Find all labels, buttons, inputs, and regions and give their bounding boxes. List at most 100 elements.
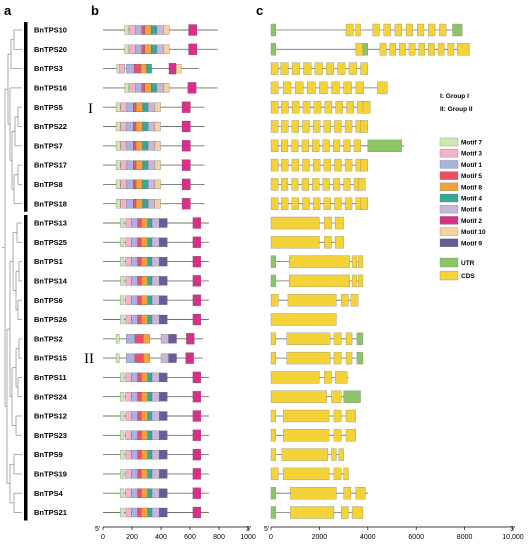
motif-8-box [143,353,150,363]
structure-legend-swatch [439,270,459,281]
motif-9-box [168,353,177,363]
motif-5-box [134,353,144,363]
motif-7-box [124,25,129,35]
cds-box [399,43,406,56]
motif-3-box [125,469,132,479]
motif-6-box [151,469,161,479]
cds-box [282,467,330,481]
cds-box [270,332,276,345]
motif-axis-tick-label: 400 [155,534,167,541]
cds-box [291,62,300,75]
cds-box [405,23,413,37]
motif-2-box [192,294,201,306]
panel-label-a: a [4,3,12,18]
gene-label: BnTPS17 [34,161,67,170]
cds-box [344,158,353,172]
cds-box [323,120,331,133]
utr-box [356,351,364,365]
motif-2-box [192,448,201,461]
motif-2-box [185,352,194,364]
cds-box [333,429,342,442]
motif-legend-swatch [439,205,459,214]
motif-legend-label: Motif 10 [461,229,486,236]
gene-label: BnTPS10 [34,26,67,35]
motif-3-box [125,392,132,402]
motif-legend-swatch [439,227,459,236]
motif-6-box [151,218,161,228]
cds-box [362,101,371,114]
motif-7-box [115,160,121,170]
motif-7-box [115,102,121,112]
motif-10-box [154,199,161,209]
cds-box [351,274,358,288]
cds-box [377,81,388,95]
gene-axis-tick-label: 8000 [457,534,473,541]
motif-2-box [188,24,198,36]
cds-box [270,294,279,307]
cds-box [280,62,289,75]
motif-axis-end: 3' [246,526,251,533]
motif-2-box [192,468,201,480]
cds-box [355,487,366,500]
motif-2-box [188,43,198,55]
cds-box [372,23,380,37]
cds-box [290,506,335,519]
group-numeral-II: II [84,351,94,367]
motif-3-box [125,449,132,460]
gene-label: BnTPS3 [34,64,63,73]
cds-box [312,158,321,172]
gene-label: BnTPS18 [34,199,67,208]
motif-6-box [151,449,161,460]
motif-7-box [120,507,125,518]
group-numeral-I: I [88,101,93,117]
cds-box [324,236,332,249]
cds-box [270,139,279,152]
cds-box [281,101,289,114]
motif-legend-label: Motif 2 [461,218,482,225]
motif-4-box [151,44,157,54]
motif-7-box [120,276,125,286]
motif-10-box [163,44,170,54]
motif-2-box [192,313,201,326]
cds-box [345,409,356,423]
motif-8-box [144,44,152,54]
motif-2-box [181,159,191,171]
motif-4-box [142,179,149,190]
motif-6-box [151,237,161,247]
cds-box [270,390,327,403]
cds-box [270,62,279,75]
motif-legend: Motif 7 Motif 3 Motif 1 Motif 5 Motif 8 Motif… [439,137,486,247]
motif-9-box [159,295,168,305]
gene-label: BnTPS5 [34,103,63,112]
gene-label: BnTPS23 [34,431,67,440]
motif-6-box [151,411,161,421]
structure-legend-swatch [439,257,459,268]
gene-label: BnTPS26 [34,315,67,324]
motif-9-box [159,411,168,421]
cds-box [439,23,447,37]
cds-box [333,351,342,365]
cds-box [355,43,364,56]
cds-box [295,81,304,95]
motif-axis-start: 5' [95,526,100,533]
motif-2-box [192,391,201,403]
motif-9-box [159,449,168,460]
gene-label: BnTPS22 [34,122,67,131]
gene-axis-tick-label: 2000 [312,534,328,541]
motif-axis: 5' 3' 0 200 400 600 800 1000 [95,526,256,541]
motif-7-box [120,469,125,479]
motif-10-box [163,83,170,93]
gene-label: BnTPS11 [34,373,67,382]
cds-box [270,81,279,95]
cds-box [394,23,402,37]
motif-legend-label: Motif 4 [461,196,482,203]
motif-legend-label: Motif 6 [461,207,482,214]
cds-box [350,294,359,307]
cds-box [360,158,368,172]
motif-2-box [192,275,201,287]
motif-10-box [176,63,182,74]
cds-box [334,216,344,230]
cds-box [345,23,354,37]
cds-box [290,487,337,500]
